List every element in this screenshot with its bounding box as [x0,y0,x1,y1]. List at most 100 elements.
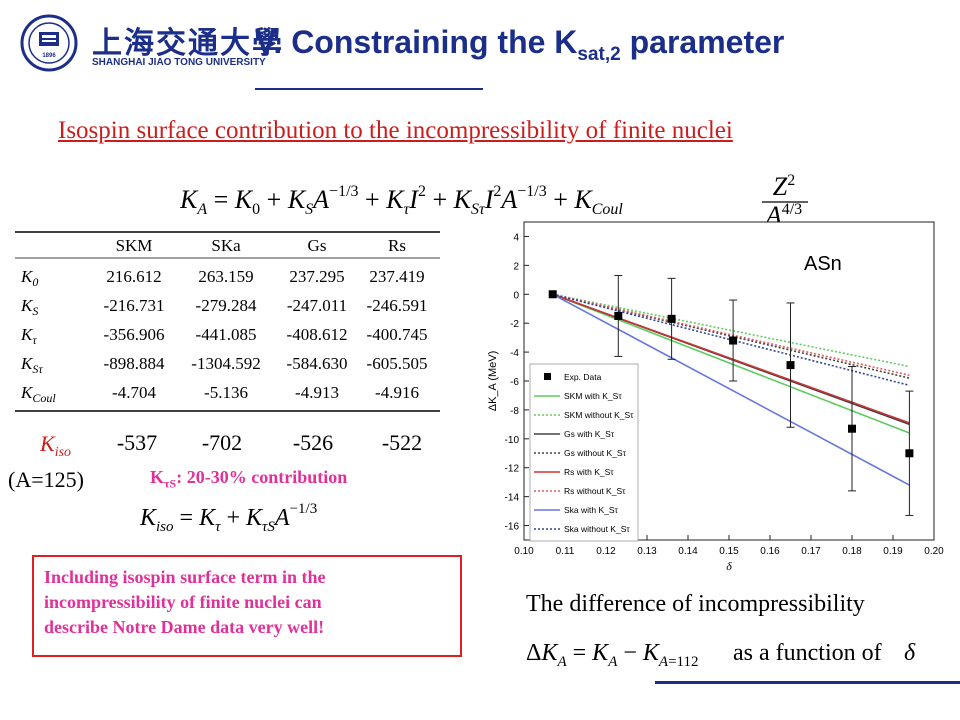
chart-annotation: ASn [804,253,842,275]
table-header-cell: Rs [388,236,406,255]
x-tick-label: 0.14 [678,546,698,557]
series-line [552,293,910,368]
legend-label: SKM with K_Sτ [564,391,622,401]
series-line [552,293,910,486]
x-tick-label: 0.16 [760,546,780,557]
y-tick-label: -10 [505,435,520,446]
y-tick-label: -2 [510,319,519,330]
svg-text:Z2: Z2 [773,172,795,201]
exp-data-point [786,361,795,370]
y-tick-label: -16 [505,522,520,533]
x-axis-label: δ [726,559,732,573]
ktau-contribution-note: KτS: 20-30% contribution [150,467,347,492]
table-cell: -5.136 [204,383,248,402]
table-header-cell: SKa [211,236,241,255]
kiso-value: -526 [293,430,333,455]
conclusion-line: describe Notre Dame data very well! [44,617,325,637]
table-cell: -4.913 [295,383,339,402]
table-cell: -400.745 [367,325,428,344]
table-cell: 237.295 [289,267,344,286]
title-main: V. Constraining the K [255,24,578,60]
x-tick-label: 0.10 [514,546,534,557]
legend-label: Gs with K_Sτ [564,429,615,439]
table-cell: -247.011 [287,296,347,315]
table-cell: -605.505 [367,354,428,373]
y-tick-label: -4 [510,348,519,359]
table-cell: 237.419 [369,267,424,286]
table-cell: -246.591 [367,296,428,315]
x-tick-label: 0.12 [596,546,616,557]
y-tick-label: -8 [510,406,519,417]
conclusion-line: incompressibility of finite nuclei can [44,592,322,612]
kiso-row: Kiso -537 -702 -526 -522 [40,430,422,458]
svg-text:Kiso = Kτ + KτSA−1/3: Kiso = Kτ + KτSA−1/3 [140,501,317,535]
y-tick-label: 2 [513,261,519,272]
legend-label: Gs without K_Sτ [564,448,627,458]
exp-data-point [905,449,914,458]
y-tick-label: 4 [513,232,519,243]
table-cell: -356.906 [104,325,165,344]
conclusion-box: Including isospin surface term in the in… [32,555,462,657]
y-tick-label: -14 [505,493,520,504]
table-header-cell: SKM [116,236,153,255]
series-line [552,293,910,434]
y-axis-label: ΔK_A (MeV) [487,351,499,412]
svg-text:Kiso: Kiso [40,431,71,458]
delta-k-formula: ΔKA = KA − KA=112 as a function of δ [526,640,916,670]
kiso-value: -537 [117,430,157,455]
table-header-cell: Gs [308,236,327,255]
legend-label: SKM without K_Sτ [564,410,634,420]
x-tick-label: 0.18 [842,546,862,557]
legend-label: Rs with K_Sτ [564,467,614,477]
svg-text:KA = K0 + KSA−1/3 + KτI2 + KSτ: KA = K0 + KSA−1/3 + KτI2 + KSτI2A−1/3 + … [180,183,623,218]
legend-label: Rs without K_Sτ [564,486,626,496]
table-cell: -1304.592 [191,354,260,373]
kiso-values: -537 -702 -526 -522 [117,430,422,455]
x-tick-label: 0.15 [719,546,739,557]
table-cell: -216.731 [104,296,165,315]
table-cell: -898.884 [104,354,165,373]
y-tick-label: -6 [510,377,519,388]
exp-data-point [729,336,738,345]
svg-text:ΔKA = KA − KA=112: ΔKA = KA − KA=112 [526,640,699,670]
parameter-table: SKM SKa Gs Rs K0 216.612 263.159 237.295 237.419… [15,231,440,412]
table-row-label: KCoul [20,383,56,405]
title-tail: parameter [620,24,785,60]
exp-data-point [614,311,623,320]
x-tick-label: 0.19 [883,546,903,557]
legend-label: Ska with K_Sτ [564,505,619,515]
table-cell: -584.630 [287,354,348,373]
section-subtitle: Isospin surface contribution to the inco… [58,117,733,144]
ktau-sub: τS [164,476,177,491]
table-row-label: Kτ [20,325,37,347]
table-row-label: K0 [20,267,38,289]
table-row-label: KS [20,296,38,318]
kiso-formula: Kiso = Kτ + KτSA−1/3 [140,501,317,535]
table-cell: -408.612 [287,325,348,344]
ktau-text: : 20-30% contribution [176,467,348,487]
table-row-label: KSτ [20,354,43,376]
ka-formula: KA = K0 + KSA−1/3 + KτI2 + KSτI2A−1/3 + … [180,172,808,226]
y-tick-label: -12 [505,464,520,475]
ktau-prefix: K [150,467,165,487]
title-underline [255,88,483,90]
table-cell: 263.159 [198,267,253,286]
table-cell: -4.916 [375,383,419,402]
legend-label: Ska without K_Sτ [564,524,630,534]
slide-title: V. Constraining the Ksat,2 parameter [255,24,784,66]
x-tick-label: 0.20 [924,546,944,557]
exp-data-point [548,290,557,299]
x-tick-label: 0.17 [801,546,821,557]
seal-year: 1896 [42,53,56,59]
table-cell: 216.612 [106,267,161,286]
kiso-value: -702 [202,430,242,455]
legend-label: Exp. Data [564,372,602,382]
legend-marker [544,373,551,380]
x-tick-label: 0.13 [637,546,657,557]
mass-condition: (A=125) [8,467,84,492]
table-cell: -279.284 [196,296,257,315]
table-body: SKM SKa Gs Rs K0 216.612 263.159 237.295 237.419… [20,236,427,405]
exp-data-point [667,314,676,323]
delta-k-chart: 0.10 0.11 0.12 0.13 0.14 0.15 0.16 0.17 0.18 0.19… [487,221,944,573]
title-subscript: sat,2 [577,44,621,65]
